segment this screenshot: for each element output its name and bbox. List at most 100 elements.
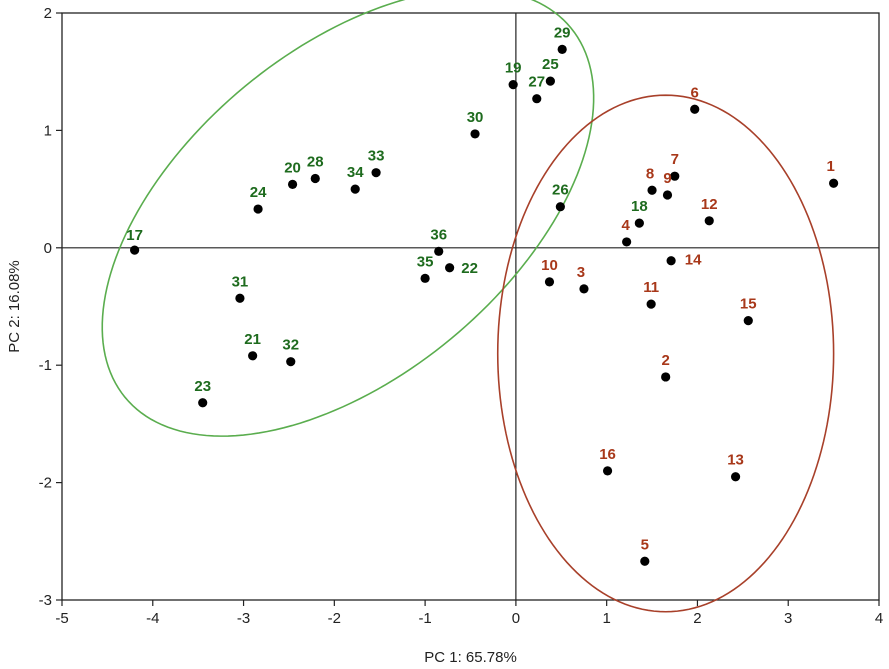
data-point [555,202,565,212]
y-tick-label: 2 [44,5,52,22]
zero-reference-lines [62,13,879,600]
point-label: 34 [347,164,364,181]
data-point [248,351,258,361]
data-point [350,184,360,194]
point-label: 10 [541,257,558,274]
group-ellipses [101,0,835,613]
point-label: 9 [663,170,671,187]
point-label: 31 [232,273,249,290]
data-point [235,293,245,303]
data-point [544,277,555,287]
x-axis-title: PC 1: 65.78% [424,649,517,666]
point-label: 7 [671,151,679,168]
point-label: 26 [552,182,569,199]
data-point [579,284,589,294]
point-label: 27 [528,74,545,91]
data-point [310,173,320,184]
data-point [445,263,455,273]
point-label: 2 [662,352,670,369]
data-point [253,204,263,214]
point-label: 19 [505,60,522,77]
point-label: 21 [244,331,261,348]
point-label: 18 [631,198,648,215]
y-axis-title: PC 2: 16.08% [6,260,23,353]
point-label: 5 [641,536,649,553]
point-label: 8 [646,165,654,182]
point-label: 29 [554,24,571,41]
data-point [670,171,680,181]
y-tick-label: -1 [39,357,52,374]
red-group-ellipse [496,94,835,613]
data-point [286,357,296,367]
green-group-ellipse [101,0,595,437]
data-point [690,104,700,114]
data-point [704,216,714,226]
point-label: 32 [282,337,299,354]
x-tick-label: -4 [146,610,159,627]
data-point [130,245,140,255]
data-point [661,372,671,382]
data-point [434,246,444,256]
data-point [420,273,430,283]
point-label: 1 [826,158,834,175]
point-label: 25 [542,56,559,73]
x-tick-label: 2 [693,610,701,627]
data-point [646,299,656,309]
y-tick-label: 1 [44,122,52,139]
plot-area-frame [61,12,880,601]
point-label: 14 [685,252,702,269]
data-point [647,185,657,195]
point-label: 13 [727,452,744,469]
point-label: 30 [467,109,484,126]
point-label: 15 [740,296,757,313]
x-tick-label: -1 [418,610,431,627]
point-label: 3 [577,264,585,281]
x-tick-label: 1 [602,610,610,627]
point-label: 20 [284,159,301,176]
data-point [532,94,542,104]
point-label: 22 [461,260,478,277]
point-label: 35 [417,253,434,270]
data-point [198,398,208,408]
data-point [640,556,650,566]
data-point [622,237,632,247]
data-point [743,315,753,326]
y-tick-label: -3 [39,592,52,609]
point-label: 33 [368,148,385,165]
data-point [666,256,676,266]
point-label: 11 [643,279,659,296]
x-tick-label: 3 [784,610,792,627]
data-point [829,178,839,188]
data-point [602,466,613,476]
point-label: 16 [599,446,616,463]
y-tick-label: -2 [39,475,52,492]
x-tick-label: -3 [237,610,250,627]
x-tick-label: 0 [512,610,520,627]
point-label: 28 [307,154,324,171]
data-point [662,190,673,200]
data-point [634,218,644,228]
data-point [371,168,381,178]
data-point [508,80,518,90]
data-point [545,76,555,86]
data-point [470,129,480,139]
x-tick-label: -5 [55,610,68,627]
x-tick-label: 4 [875,610,883,627]
point-label: 23 [194,378,211,395]
data-point [730,472,741,482]
point-label: 4 [621,217,630,234]
point-label: 12 [701,196,718,213]
point-label: 17 [126,227,143,244]
point-label: 36 [430,226,447,243]
y-tick-label: 0 [44,240,52,257]
data-points [130,44,839,566]
x-tick-label: -2 [328,610,341,627]
data-point [287,179,298,190]
point-label: 24 [250,184,267,201]
data-point [557,44,567,54]
point-label: 6 [691,84,699,101]
